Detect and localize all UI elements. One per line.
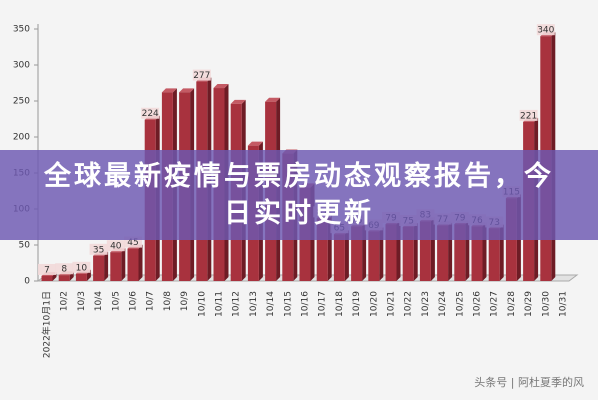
bar — [402, 227, 414, 281]
bar — [93, 255, 105, 281]
x-tick-label: 10/11 — [215, 291, 225, 317]
value-label: 277 — [193, 71, 210, 81]
bar — [351, 226, 363, 281]
value-label: 45 — [127, 238, 138, 248]
banner: 全球最新疫情与票房动态观察报告，今日实时更新 — [0, 150, 598, 240]
x-tick-label: 10/15 — [283, 291, 293, 317]
x-tick-label: 10/22 — [404, 291, 414, 317]
x-tick-label: 10/10 — [197, 291, 207, 317]
bar — [75, 273, 87, 281]
value-label-bg — [38, 263, 56, 275]
bar — [333, 234, 345, 281]
x-tick-label: 10/13 — [249, 291, 259, 317]
x-tick-label: 2022年10月1日 — [41, 291, 53, 358]
x-tick-label: 10/31 — [559, 291, 569, 317]
value-label: 10 — [76, 263, 88, 273]
y-tick-label: 200 — [13, 133, 30, 143]
bar-top — [230, 99, 246, 104]
x-tick-label: 10/29 — [524, 291, 534, 317]
bar-top — [247, 141, 263, 146]
x-tick-label: 10/7 — [146, 291, 156, 311]
value-label: 40 — [110, 242, 122, 252]
value-label-bg — [124, 236, 142, 248]
value-label-bg — [106, 240, 125, 252]
value-label: 7 — [44, 265, 50, 275]
x-tick-label: 10/20 — [369, 291, 379, 317]
value-label-bg — [72, 261, 91, 273]
value-label-bg — [89, 243, 108, 255]
value-label-bg — [192, 69, 211, 81]
x-tick-label: 10/28 — [507, 291, 517, 317]
x-tick-label: 10/23 — [421, 291, 431, 317]
x-tick-label: 10/12 — [232, 291, 242, 317]
x-tick-label: 10/5 — [111, 291, 121, 311]
bar-top — [213, 84, 229, 89]
value-label: 340 — [537, 26, 554, 36]
watermark: 头条号 | 阿杜夏季的风 — [474, 376, 584, 389]
bar-side — [379, 227, 384, 281]
value-label-bg — [141, 107, 160, 119]
bar — [58, 275, 70, 281]
bar — [127, 248, 139, 281]
x-tick-label: 10/9 — [180, 291, 190, 311]
x-tick-label: 10/26 — [473, 291, 483, 317]
x-tick-label: 10/16 — [301, 291, 311, 317]
y-tick-label: 0 — [24, 277, 30, 287]
value-label: 35 — [93, 245, 104, 255]
bar — [437, 225, 449, 281]
y-tick-label: 250 — [13, 97, 30, 107]
x-tick-label: 10/17 — [318, 291, 328, 317]
y-tick-label: 300 — [13, 61, 30, 71]
bar-top — [265, 97, 281, 102]
x-tick-label: 10/6 — [129, 291, 139, 311]
value-label-bg — [536, 24, 555, 36]
value-label-bg — [55, 263, 74, 275]
bar-top — [161, 88, 177, 93]
x-tick-label: 10/8 — [163, 291, 173, 311]
x-tick-label: 10/27 — [490, 291, 500, 317]
bar — [419, 221, 431, 281]
bar — [454, 224, 466, 281]
bar-top — [179, 88, 195, 93]
bar — [488, 228, 500, 281]
value-label: 221 — [520, 111, 537, 121]
bar-side — [104, 251, 109, 281]
x-tick-label: 10/18 — [335, 291, 345, 317]
bar — [471, 226, 483, 281]
bar — [41, 275, 53, 281]
x-tick-label: 10/3 — [77, 291, 87, 311]
bar — [110, 252, 122, 281]
x-tick-label: 10/2 — [60, 291, 70, 311]
y-tick-label: 50 — [19, 241, 31, 251]
x-tick-label: 10/24 — [438, 291, 448, 317]
x-tick-label: 10/21 — [387, 291, 397, 317]
y-tick-label: 350 — [13, 25, 30, 35]
bar-side — [121, 248, 126, 281]
x-tick-label: 10/14 — [266, 291, 276, 317]
value-label: 8 — [61, 265, 67, 275]
banner-title: 全球最新疫情与票房动态观察报告，今日实时更新 — [44, 161, 554, 229]
bar — [368, 231, 380, 281]
x-tick-label: 10/19 — [352, 291, 362, 317]
bar — [316, 218, 328, 281]
bar — [385, 224, 397, 281]
x-tick-label: 10/30 — [541, 291, 551, 317]
value-label-bg — [519, 109, 538, 121]
bar-side — [138, 244, 143, 281]
x-tick-label: 10/25 — [455, 291, 465, 317]
bar-side — [344, 230, 349, 281]
x-tick-label: 10/4 — [94, 291, 104, 311]
value-label: 224 — [142, 109, 159, 119]
